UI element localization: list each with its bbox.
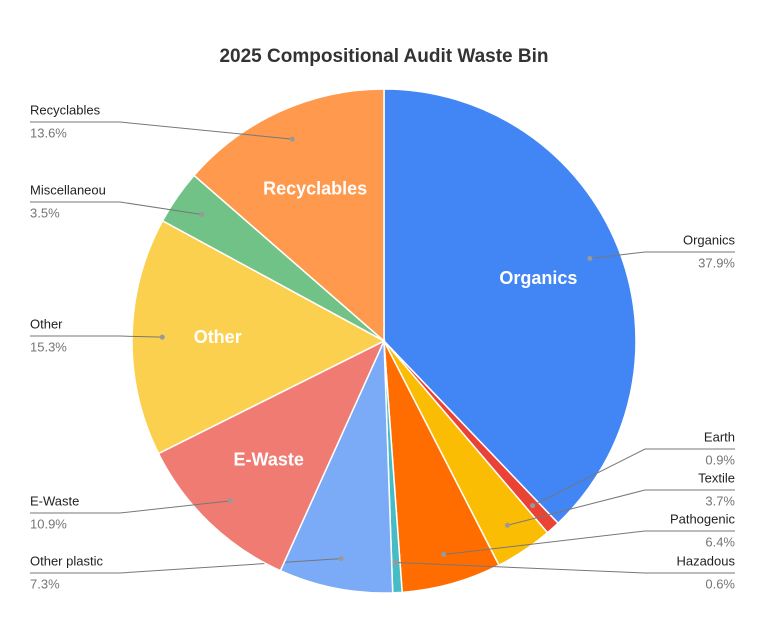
leader-dot [338, 556, 344, 562]
value-label: 15.3% [30, 339, 67, 354]
leader-line [30, 121, 293, 140]
value-label: 3.5% [30, 205, 60, 220]
value-label: 37.9% [698, 255, 735, 270]
leader-line [532, 448, 735, 507]
legend-label: Earth [704, 429, 735, 444]
value-label: 0.9% [705, 452, 735, 467]
leader-dot [393, 559, 399, 565]
slice-label: E-Waste [234, 450, 304, 470]
pie-slice [279, 340, 394, 594]
leader-dot [289, 136, 295, 142]
leader-dot [441, 552, 447, 558]
value-label: 7.3% [30, 576, 60, 591]
value-label: 6.4% [705, 534, 735, 549]
leader-line [30, 335, 163, 338]
legend-label: Hazadous [676, 553, 735, 568]
pie-slice [383, 88, 637, 525]
legend-label: Miscellaneou [30, 182, 106, 197]
leader-dot [504, 522, 510, 528]
legend-label: Textile [698, 470, 735, 485]
legend-label: Other plastic [30, 553, 103, 568]
value-label: 3.7% [705, 493, 735, 508]
legend-label: Pathogenic [670, 511, 736, 526]
leader-dot [227, 498, 233, 504]
legend-label: Organics [683, 232, 736, 247]
slice-label: Organics [499, 268, 577, 288]
leader-line [30, 201, 202, 215]
leader-line [589, 251, 735, 259]
legend-label: Other [30, 316, 63, 331]
leader-line [507, 489, 735, 526]
slice-label: Recyclables [263, 178, 367, 198]
leader-dot [530, 503, 536, 509]
legend-label: E-Waste [30, 493, 79, 508]
leader-dot [159, 334, 165, 340]
pie-slice [193, 88, 385, 343]
slice-label: Other [194, 327, 242, 347]
value-label: 10.9% [30, 516, 67, 531]
value-label: 13.6% [30, 125, 67, 140]
legend-label: Recyclables [30, 102, 101, 117]
leader-line [395, 561, 735, 574]
leader-dot [199, 211, 205, 217]
leader-dot [587, 255, 593, 261]
value-label: 0.6% [705, 576, 735, 591]
chart-title: 2025 Compositional Audit Waste Bin [219, 46, 548, 67]
leader-line [443, 530, 735, 556]
pie-slice [157, 339, 386, 572]
leader-line [30, 500, 231, 514]
